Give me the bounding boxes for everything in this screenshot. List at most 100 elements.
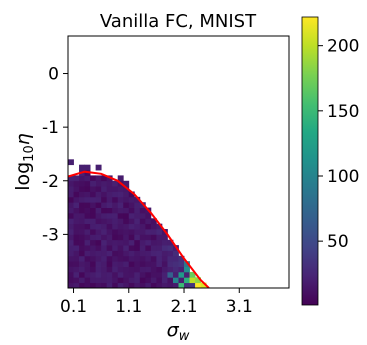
heatmap-cell <box>134 223 141 230</box>
heatmap-cell <box>178 277 185 284</box>
x-tick-label: 1.1 <box>115 297 142 317</box>
heatmap-cell <box>128 239 135 246</box>
heatmap-cell <box>178 282 185 288</box>
heatmap-cell <box>161 266 168 273</box>
heatmap-cell <box>150 255 157 262</box>
heatmap-cell <box>101 234 108 241</box>
heatmap-cell <box>95 239 102 246</box>
heatmap-cell <box>112 186 119 192</box>
heatmap-cell <box>73 202 80 208</box>
heatmap-cell <box>90 180 97 187</box>
heatmap-cell <box>101 223 108 230</box>
heatmap-cell <box>178 271 185 278</box>
heatmap-cell <box>101 175 108 182</box>
heatmap-cell <box>139 207 146 214</box>
heatmap-cell <box>195 282 201 288</box>
heatmap-cell <box>134 266 141 273</box>
heatmap-cell <box>90 266 97 273</box>
heatmap-cell <box>95 255 102 262</box>
heatmap-cell <box>106 234 113 241</box>
heatmap-cell <box>145 234 152 241</box>
heatmap-cell <box>128 196 135 203</box>
heatmap-cell <box>68 159 74 166</box>
y-tick-label: -2 <box>42 172 59 192</box>
heatmap-cell <box>123 261 130 267</box>
x-axis-label: σw <box>167 319 190 344</box>
heatmap-cell <box>167 255 174 262</box>
heatmap-cell <box>134 202 141 208</box>
heatmap-cell <box>161 245 168 251</box>
heatmap-cell <box>90 196 97 203</box>
heatmap-cell <box>79 266 85 273</box>
heatmap-cell <box>150 223 157 230</box>
heatmap-cell <box>117 271 124 278</box>
heatmap-cell <box>68 186 74 192</box>
heatmap-cell <box>123 229 130 235</box>
heatmap-cell <box>161 250 168 257</box>
heatmap-cell <box>117 196 124 203</box>
heatmap-cell <box>167 245 174 251</box>
heatmap-cell <box>112 207 119 214</box>
heatmap-cell <box>128 282 135 288</box>
heatmap-cell <box>139 277 146 284</box>
heatmap-cell <box>134 229 141 235</box>
heatmap-cell <box>95 261 102 267</box>
heatmap-cell <box>68 255 74 262</box>
heatmap-cell <box>79 212 85 219</box>
heatmap-cell <box>68 266 74 273</box>
heatmap-cell <box>79 175 85 182</box>
x-axis: 0.1 1.1 2.1 3.1 <box>60 288 253 317</box>
heatmap-cell <box>145 277 152 284</box>
y-axis-label-tail: η <box>12 133 34 145</box>
heatmap-cell <box>79 229 85 235</box>
heatmap-cell <box>156 271 163 278</box>
heatmap-cell <box>150 266 157 273</box>
heatmap-cell <box>117 277 124 284</box>
heatmap-cell <box>112 229 119 235</box>
heatmap-cell <box>84 223 91 230</box>
heatmap-cell <box>167 261 174 267</box>
heatmap-cell <box>101 207 108 214</box>
plot-frame <box>67 35 290 289</box>
heatmap-cell <box>73 180 80 187</box>
heatmap-cell <box>95 207 102 214</box>
heatmap-cell <box>90 282 97 288</box>
heatmap-cell <box>84 175 91 182</box>
heatmap-cell <box>112 261 119 267</box>
y-axis-label-base: log <box>12 162 34 191</box>
heatmap-cell <box>117 175 124 182</box>
heatmap-cell <box>123 196 130 203</box>
heatmap-cell <box>139 223 146 230</box>
heatmap-cell <box>184 271 190 278</box>
heatmap-cell <box>106 255 113 262</box>
heatmap-cell <box>68 223 74 230</box>
heatmap-cell <box>161 282 168 288</box>
heatmap-cell <box>128 207 135 214</box>
heatmap-cell <box>95 218 102 225</box>
heatmap-cell <box>112 180 119 187</box>
heatmap-cell <box>68 250 74 257</box>
heatmap-cell <box>84 202 91 208</box>
heatmap-cell <box>123 186 130 192</box>
heatmap-cell <box>84 229 91 235</box>
x-axis-label-base: σ <box>167 319 180 341</box>
heatmap-cell <box>123 234 130 241</box>
heatmap-cell <box>84 212 91 219</box>
heatmap-cell <box>150 250 157 257</box>
heatmap-cell <box>145 266 152 273</box>
heatmap-cell <box>90 191 97 198</box>
heatmap-cell <box>156 255 163 262</box>
heatmap-cell <box>68 212 74 219</box>
heatmap-cell <box>84 255 91 262</box>
heatmap-cell <box>123 218 130 225</box>
heatmap-cell <box>95 277 102 284</box>
heatmap-cell <box>123 223 130 230</box>
heatmap-cell <box>106 266 113 273</box>
heatmap-cell <box>73 229 80 235</box>
heatmap-cell <box>139 250 146 257</box>
heatmap-cell <box>139 234 146 241</box>
heatmap-cell <box>128 277 135 284</box>
heatmap-cell <box>172 261 179 267</box>
heatmap-cell <box>84 239 91 246</box>
heatmap-cell <box>101 245 108 251</box>
